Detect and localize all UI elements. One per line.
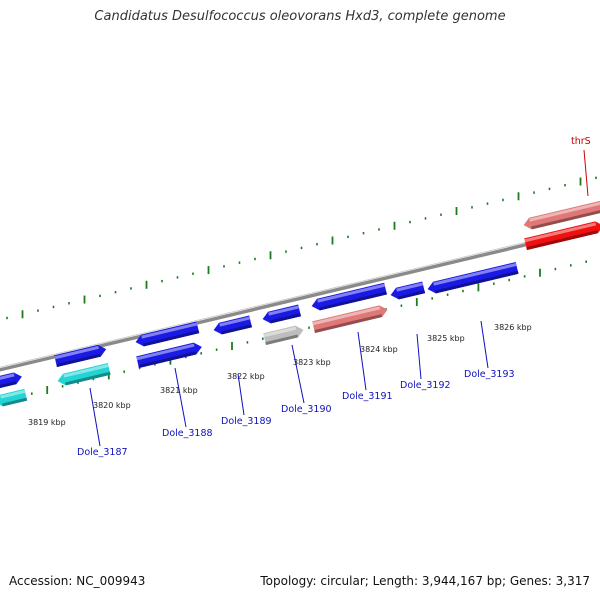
gene-1-arrow <box>0 372 22 389</box>
gene-label: Dole_3192 <box>400 380 451 391</box>
gene-highlight <box>524 222 597 243</box>
gene-6-arrow <box>136 342 202 369</box>
tick-label: 3825 kbp <box>427 334 465 343</box>
gene-shadow <box>435 270 519 294</box>
gene-shadow <box>526 230 599 250</box>
gene-14-arrow <box>523 200 600 230</box>
gene-shadow <box>221 324 252 335</box>
gene-highlight <box>396 282 424 292</box>
gene-12-arrow <box>390 281 426 300</box>
gene-highlight <box>317 283 386 303</box>
gene-label-leader <box>480 320 489 369</box>
tick-label: 3819 kbp <box>28 418 66 427</box>
gene-shadow <box>2 397 28 407</box>
gene-label: Dole_3189 <box>221 416 272 427</box>
gene-shadow <box>143 330 200 347</box>
gene-label-leader <box>357 331 367 391</box>
gene-shadow <box>56 353 101 367</box>
gene-8-arrow <box>262 304 301 324</box>
gene-label: thrS <box>571 136 591 147</box>
gene-highlight <box>0 373 15 382</box>
gene-shadow <box>314 314 383 333</box>
tick-label: 3820 kbp <box>93 401 131 410</box>
gene-label: Dole_3187 <box>77 447 128 458</box>
gene-shadow <box>270 313 301 324</box>
gene-7-arrow <box>213 315 252 335</box>
gene-10-arrow <box>311 282 387 311</box>
gene-11-arrow <box>312 305 388 333</box>
genome-backbone-highlight <box>0 224 600 368</box>
gene-highlight <box>136 343 195 361</box>
gene-highlight <box>268 305 300 316</box>
gene-13-arrow <box>427 262 519 294</box>
gene-body <box>524 221 600 250</box>
gene-body <box>54 344 107 367</box>
gene-highlight <box>312 306 381 326</box>
gene-label-leader <box>291 344 305 404</box>
gene-highlight <box>54 345 99 360</box>
accession-text: Accession: NC_009943 <box>9 574 146 588</box>
gene-label-leader <box>89 387 101 447</box>
gene-highlight <box>219 316 251 327</box>
gene-highlight <box>63 364 109 378</box>
gene-body <box>312 305 388 333</box>
tick-label: 3826 kbp <box>494 323 532 332</box>
gene-9-arrow <box>263 325 304 345</box>
gene-shadow <box>265 334 299 345</box>
gene-5-arrow <box>135 321 200 347</box>
gene-shadow <box>138 351 197 369</box>
gene-shadow <box>398 290 426 300</box>
gene-label: Dole_3188 <box>162 428 213 439</box>
gene-label-leader <box>174 367 187 428</box>
gene-shadow <box>65 371 111 386</box>
gene-shadow <box>0 381 17 389</box>
gene-15-arrow <box>524 221 600 250</box>
tick-label: 3823 kbp <box>293 358 331 367</box>
gene-4-arrow <box>57 363 111 386</box>
gene-label-leader <box>583 149 589 197</box>
gene-body <box>0 372 22 389</box>
gene-body <box>136 342 202 368</box>
gene-label: Dole_3193 <box>464 369 515 380</box>
gene-shadow <box>531 209 600 230</box>
gene-3-arrow <box>54 344 107 367</box>
gene-label-leader <box>237 373 245 416</box>
gene-highlight <box>0 389 26 399</box>
gene-highlight <box>529 201 600 222</box>
tick-label: 3824 kbp <box>360 345 398 354</box>
genome-summary-text: Topology: circular; Length: 3,944,167 bp… <box>260 574 590 588</box>
gene-label-leader <box>416 333 422 380</box>
gene-highlight <box>433 262 517 286</box>
gene-highlight <box>263 326 297 338</box>
gene-label: Dole_3190 <box>281 404 332 415</box>
gene-highlight <box>141 322 198 339</box>
gene-label: Dole_3191 <box>342 391 393 402</box>
gene-shadow <box>319 291 387 311</box>
tick-label: 3822 kbp <box>227 372 265 381</box>
map-title: Candidatus Desulfococcus oleovorans Hxd3… <box>94 9 506 24</box>
gene-2-arrow <box>0 388 28 407</box>
gene-body <box>263 325 304 345</box>
